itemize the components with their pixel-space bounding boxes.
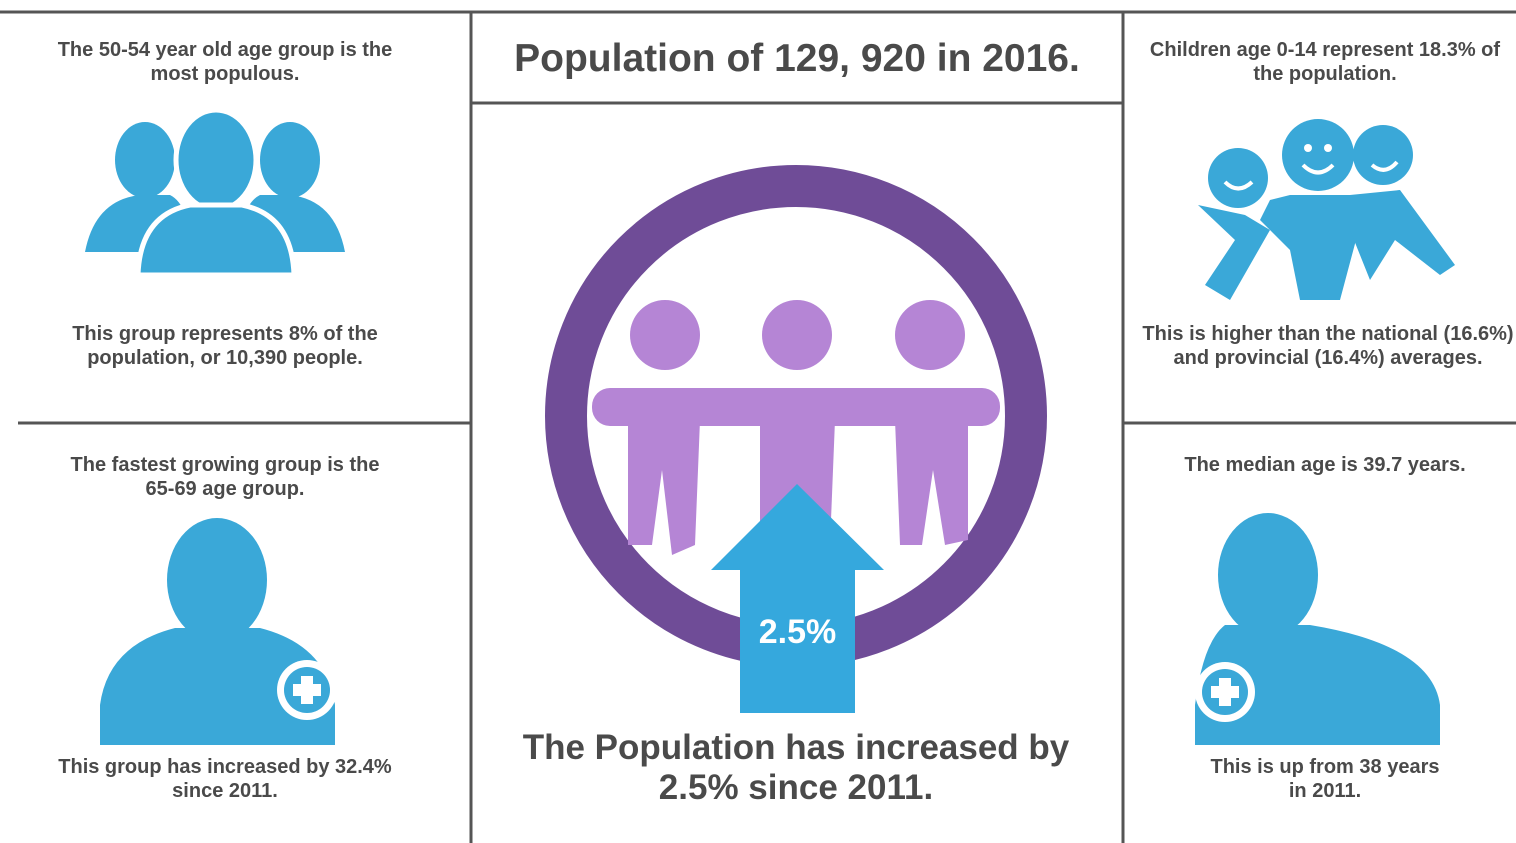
body [1260,195,1360,300]
arrow [711,484,884,713]
person-plus-icon [100,518,337,745]
text: The fastest growing group is the 65-69 a… [55,453,395,501]
increase-arrow [711,484,884,713]
text: This is up from 38 years in 2011. [1210,755,1440,803]
arrow-label: 2.5% [740,612,855,652]
children-icon [1198,119,1455,300]
title: Population of 129, 920 in 2016. [471,37,1123,81]
person-plus-icon [1195,513,1440,745]
head [1353,125,1413,185]
eye [1304,144,1312,152]
head [115,122,175,198]
head [630,300,700,370]
head [762,300,832,370]
legs [895,420,968,545]
text: This is higher than the national (16.6%)… [1140,322,1516,370]
text: Children age 0-14 represent 18.3% of the… [1145,38,1505,86]
text: This group has increased by 32.4% since … [45,755,405,803]
head [167,518,267,642]
head [1218,513,1318,637]
text: This group represents 8% of the populati… [50,322,400,370]
head [895,300,965,370]
page: The 50-54 year old age group is the most… [0,0,1516,843]
head [1208,148,1268,208]
head [1282,119,1354,191]
body [1198,205,1270,300]
text: The 50-54 year old age group is the most… [55,38,395,86]
legs [628,420,700,555]
eye [1324,144,1332,152]
infographic-graphics [0,0,1516,843]
head [176,110,256,210]
text: The median age is 39.7 years. [1180,453,1470,477]
caption: The Population has increased by 2.5% sin… [480,728,1112,808]
group-icon [85,110,345,275]
body [1350,190,1455,280]
body [138,205,294,275]
head [260,122,320,198]
